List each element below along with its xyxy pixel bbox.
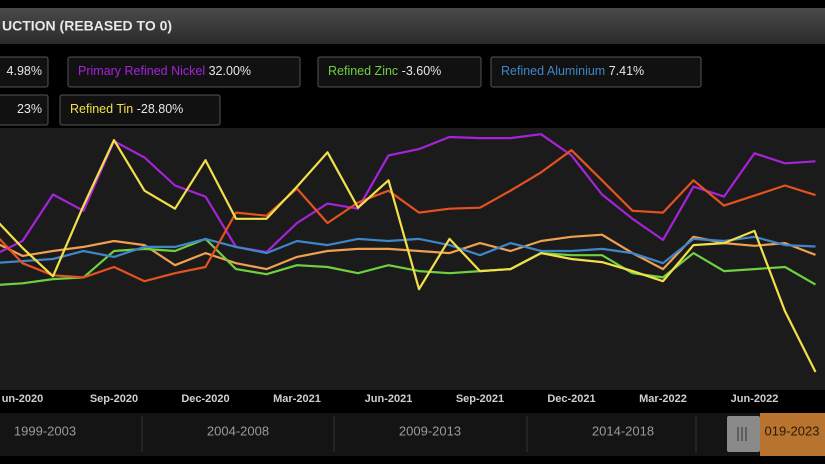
- legend-value: 7.41%: [609, 64, 644, 78]
- legend-name: Refined Tin: [70, 102, 133, 116]
- legend-label: Refined Tin -28.80%: [70, 102, 183, 116]
- x-tick-label: Mar-2022: [639, 393, 687, 405]
- legend-value: 32.00%: [209, 64, 251, 78]
- x-tick-label: Jun-2021: [365, 393, 413, 405]
- legend-name: Refined Aluminium: [501, 64, 605, 78]
- series-line: [0, 233, 816, 271]
- legend-label: Refined Zinc -3.60%: [328, 64, 441, 78]
- legend-item[interactable]: [67, 56, 301, 88]
- navigator-label: 2004-2008: [207, 423, 269, 438]
- x-tick-label: Sep-2021: [456, 393, 504, 405]
- legend-value: -3.60%: [402, 64, 442, 78]
- navigator-label: 2014-2018: [592, 423, 654, 438]
- legend-item[interactable]: [317, 56, 482, 88]
- legend-value: 4.98%: [7, 64, 42, 78]
- legend-label: Refined Aluminium 7.41%: [501, 64, 644, 78]
- navigator-label: 019-2023: [765, 423, 820, 438]
- series-line: [0, 235, 816, 265]
- series-line: [0, 139, 817, 373]
- x-tick-label: Jun-2022: [731, 393, 779, 405]
- legend-item[interactable]: [490, 56, 702, 88]
- series-group: [0, 139, 817, 373]
- plot-area: [0, 128, 825, 390]
- series-line: [0, 237, 817, 286]
- series-group: [0, 149, 816, 283]
- x-tick-label: Mar-2021: [273, 393, 321, 405]
- navigator-handle[interactable]: [727, 416, 760, 452]
- legend-name: Primary Refined Nickel: [78, 64, 205, 78]
- navigator-label: 2009-2013: [399, 423, 461, 438]
- series-group: [0, 237, 817, 286]
- legend-label: 4.98%: [7, 64, 42, 78]
- legend-value: 23%: [17, 102, 42, 116]
- navigator: [0, 413, 825, 456]
- header-bar: [0, 8, 825, 44]
- navigator-label: 1999-2003: [14, 423, 76, 438]
- series-group: [0, 233, 816, 271]
- series-line: [0, 133, 816, 254]
- legend-name: Refined Zinc: [328, 64, 398, 78]
- series-group: [0, 133, 816, 254]
- series-line: [0, 149, 816, 283]
- x-tick-label: Sep-2020: [90, 393, 138, 405]
- series-group: [0, 235, 816, 265]
- navigator-selection[interactable]: [760, 413, 825, 456]
- x-tick-label: un-2020: [2, 393, 44, 405]
- x-tick-label: Dec-2020: [181, 393, 229, 405]
- legend-item[interactable]: [0, 56, 49, 88]
- legend-label: 23%: [17, 102, 42, 116]
- x-tick-label: Dec-2021: [547, 393, 595, 405]
- legend-item[interactable]: [59, 94, 221, 126]
- legend-value: -28.80%: [137, 102, 184, 116]
- legend-label: Primary Refined Nickel 32.00%: [78, 64, 251, 78]
- chart-title: UCTION (REBASED TO 0): [2, 18, 172, 34]
- legend-item[interactable]: [0, 94, 49, 126]
